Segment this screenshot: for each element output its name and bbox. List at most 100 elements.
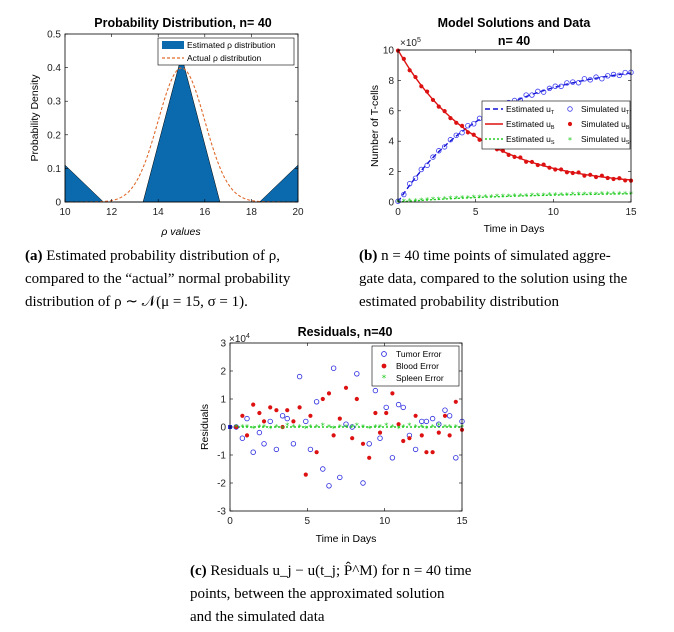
tumor-error-point — [307, 446, 314, 453]
legend: Estimated uT Simulated uT Estimated uB Simu… — [481, 100, 631, 150]
simulated-uB-point — [430, 97, 436, 103]
spleen-error-point: * — [443, 423, 447, 432]
caption-text: n = 40 time points of simulated aggre- — [381, 248, 611, 264]
simulated-uB-point — [436, 104, 441, 109]
simulated-uS-point: * — [571, 191, 575, 200]
simulated-uS-point: * — [547, 191, 551, 200]
y-tick-label: 0 — [55, 198, 61, 209]
x-tick-label: 0 — [395, 207, 401, 218]
tumor-error-point — [296, 373, 303, 380]
x-tick-label: 10 — [59, 207, 71, 218]
simulated-uS-point: * — [495, 193, 499, 202]
y-exponent: ×104 — [229, 333, 250, 345]
y-exponent-base: ×10 — [400, 38, 417, 49]
simulated-uB-point — [518, 155, 523, 160]
legend-subscript: B — [551, 125, 555, 131]
simulated-uT-point — [401, 191, 407, 198]
simulated-uS-point: * — [588, 190, 592, 199]
legend: Tumor Error Blood Error * Spleen Error — [371, 345, 460, 387]
legend-marker-simulated — [567, 121, 573, 127]
simulated-uS-point: * — [437, 195, 441, 204]
simulated-uB-point — [512, 154, 517, 159]
simulated-uS-point: * — [501, 193, 505, 202]
y-tick-label: -1 — [217, 451, 226, 462]
simulated-uS-point: * — [413, 197, 417, 206]
blood-error-point — [291, 419, 296, 424]
spleen-error-point: * — [431, 423, 435, 432]
simulated-uS-point: * — [460, 194, 464, 203]
legend-subscript: S — [626, 140, 630, 146]
caption-text: and the simulated data — [190, 609, 325, 625]
simulated-uS-point: * — [623, 190, 627, 199]
spleen-error-point: * — [454, 423, 458, 432]
simulated-uB-point — [442, 109, 447, 114]
legend-label-spleen: Spleen Error — [396, 373, 444, 383]
legend-swatch-estimated — [162, 41, 184, 49]
blood-error-point — [384, 410, 389, 416]
simulated-uT-point — [622, 69, 628, 76]
blood-error-point — [442, 413, 448, 418]
caption-text: estimated probability distribution — [359, 294, 559, 310]
simulated-uS-point: * — [594, 190, 598, 199]
simulated-uB-point — [471, 132, 476, 137]
blood-error-point — [337, 416, 342, 421]
simulated-uS-point: * — [483, 193, 487, 202]
blood-error-point — [419, 433, 424, 438]
blood-error-point — [320, 396, 325, 402]
spleen-error-point: * — [234, 423, 238, 432]
y-exponent-base: ×10 — [229, 334, 246, 345]
tumor-error-point — [250, 449, 256, 455]
simulated-uT-point — [535, 88, 541, 95]
spleen-error-point: * — [414, 423, 418, 432]
x-tick-label: 0 — [227, 516, 233, 527]
blood-error-point — [261, 419, 267, 424]
tumor-error-point — [303, 418, 309, 425]
chart-title: Residuals, n=40 — [298, 325, 393, 339]
y-exponent-power: 5 — [417, 37, 421, 44]
caption-text: points, between the approximated solutio… — [190, 586, 445, 602]
simulated-uT-point — [587, 77, 593, 83]
tumor-error-point — [395, 401, 402, 408]
simulated-uB-point — [611, 176, 616, 182]
spleen-error-point: * — [281, 424, 285, 433]
blood-error-point — [234, 424, 239, 430]
y-tick-label: 0.4 — [47, 63, 61, 74]
spleen-error-point: * — [420, 423, 424, 432]
tumor-error-point — [267, 418, 273, 425]
tumor-error-point — [244, 415, 250, 422]
simulated-uS-point: * — [577, 191, 581, 200]
tumor-error-point — [320, 466, 326, 472]
simulated-uT-point — [616, 72, 623, 79]
x-tick-label: 15 — [625, 207, 637, 218]
legend-box — [481, 100, 631, 150]
simulated-uB-point — [559, 167, 564, 172]
estimated-uS-curve — [397, 193, 632, 203]
caption-c: (c) Residuals u_j − u(t_j; P̂^M) for n =… — [190, 560, 490, 629]
blood-error-point — [453, 399, 458, 404]
x-tick-label: 16 — [199, 207, 211, 218]
y-tick-label: 0.3 — [47, 97, 61, 108]
blood-error-point — [360, 441, 366, 446]
simulated-uB-point — [547, 165, 552, 170]
simulated-uB-point — [582, 173, 587, 178]
spleen-error-point: * — [390, 423, 394, 432]
legend-label-actual: Actual ρ distribution — [187, 53, 262, 63]
x-axis-label: ρ values — [160, 226, 201, 238]
tumor-error-point — [349, 424, 355, 430]
simulated-uT-point — [412, 175, 419, 181]
tumor-error-point — [239, 435, 246, 441]
blood-error-point — [377, 430, 383, 435]
blood-error-point — [303, 472, 308, 477]
spleen-error-point: * — [240, 423, 244, 432]
x-tick-label: 10 — [548, 207, 560, 218]
tumor-error-point — [446, 413, 453, 419]
tumor-error-point — [313, 399, 320, 405]
simulated-uB-point — [401, 56, 406, 62]
y-exponent-power: 4 — [246, 333, 250, 340]
spleen-error-point: * — [373, 423, 377, 432]
simulated-uB-point — [413, 74, 418, 80]
y-axis-label: Residuals — [199, 404, 211, 450]
tumor-error-point — [290, 441, 297, 447]
y-tick-label: -3 — [217, 507, 226, 518]
chart-title: Model Solutions and Data — [438, 16, 592, 30]
